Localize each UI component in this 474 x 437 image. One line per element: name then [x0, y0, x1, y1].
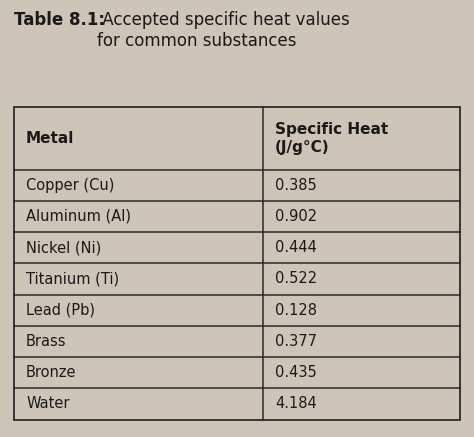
Text: 0.385: 0.385	[275, 178, 317, 193]
Text: Metal: Metal	[26, 131, 74, 146]
Text: Nickel (Ni): Nickel (Ni)	[26, 240, 101, 255]
Text: 0.128: 0.128	[275, 303, 317, 318]
Text: 0.902: 0.902	[275, 209, 317, 224]
Text: Brass: Brass	[26, 334, 66, 349]
Text: Lead (Pb): Lead (Pb)	[26, 303, 95, 318]
Text: Table 8.1:: Table 8.1:	[14, 11, 105, 29]
Text: Water: Water	[26, 396, 70, 411]
Text: Copper (Cu): Copper (Cu)	[26, 178, 114, 193]
Text: Titanium (Ti): Titanium (Ti)	[26, 271, 119, 286]
Text: 0.435: 0.435	[275, 365, 317, 380]
Text: Accepted specific heat values
for common substances: Accepted specific heat values for common…	[97, 11, 350, 50]
Text: 0.377: 0.377	[275, 334, 317, 349]
Text: Bronze: Bronze	[26, 365, 77, 380]
Text: 0.522: 0.522	[275, 271, 317, 286]
Text: 4.184: 4.184	[275, 396, 317, 411]
Text: Aluminum (Al): Aluminum (Al)	[26, 209, 131, 224]
Text: 0.444: 0.444	[275, 240, 317, 255]
Text: Specific Heat
(J/g°C): Specific Heat (J/g°C)	[275, 121, 388, 155]
